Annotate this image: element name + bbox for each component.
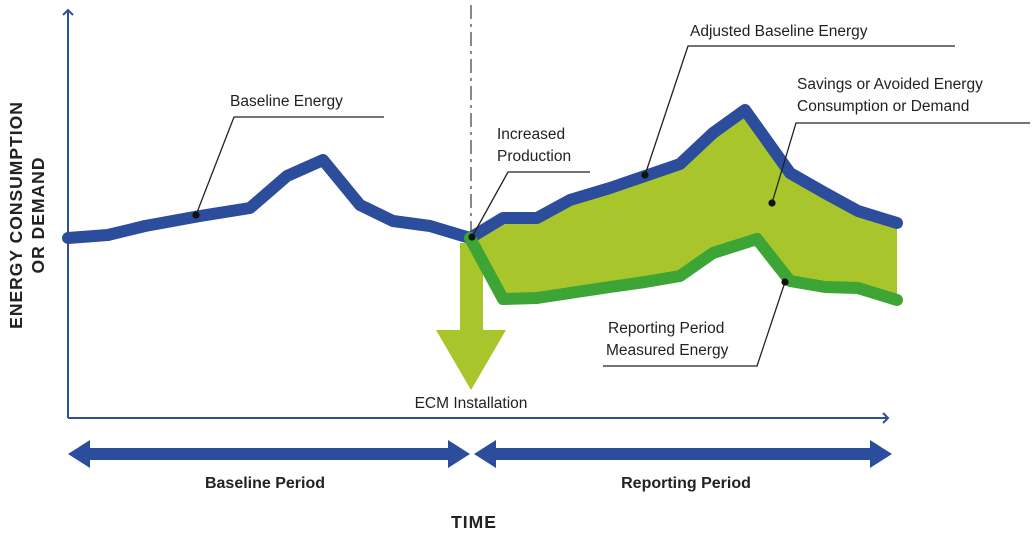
leader-dot-baseline (192, 211, 200, 219)
savings-area (470, 110, 897, 300)
ecm-installation-arrow (436, 243, 506, 390)
leader-baseline-energy (195, 116, 384, 216)
reporting-period-arrow (474, 440, 892, 468)
label-reporting-measured-line1: Reporting Period (608, 320, 724, 337)
leader-reporting-measured (603, 281, 786, 367)
leader-savings (771, 122, 1030, 204)
y-axis-title-line1: ENERGY CONSUMPTION (6, 101, 26, 329)
label-savings-line2: Consumption or Demand (797, 98, 969, 115)
label-reporting-measured-line2: Measured Energy (606, 342, 729, 359)
leader-dot-adjusted (641, 171, 649, 179)
leader-dot-reporting (781, 278, 789, 286)
label-ecm-installation: ECM Installation (415, 395, 528, 412)
label-baseline-energy: Baseline Energy (230, 93, 343, 110)
y-axis-title-line2: OR DEMAND (28, 157, 48, 274)
baseline-period-arrow (68, 440, 470, 468)
leader-dot-increased (468, 233, 476, 241)
baseline-energy-line (62, 154, 476, 244)
adjusted-baseline-line (464, 104, 903, 244)
label-adjusted-baseline: Adjusted Baseline Energy (690, 23, 868, 40)
label-reporting-period: Reporting Period (621, 475, 751, 492)
x-axis-title: TIME (451, 512, 497, 532)
label-increased-line2: Production (497, 148, 571, 165)
label-savings-line1: Savings or Avoided Energy (797, 76, 983, 93)
label-increased-line1: Increased (497, 126, 565, 143)
leader-adjusted-baseline (644, 45, 955, 176)
leader-increased-production (471, 171, 590, 238)
label-baseline-period: Baseline Period (205, 475, 325, 492)
leader-dot-savings (768, 199, 776, 207)
reporting-measured-line (464, 232, 903, 306)
